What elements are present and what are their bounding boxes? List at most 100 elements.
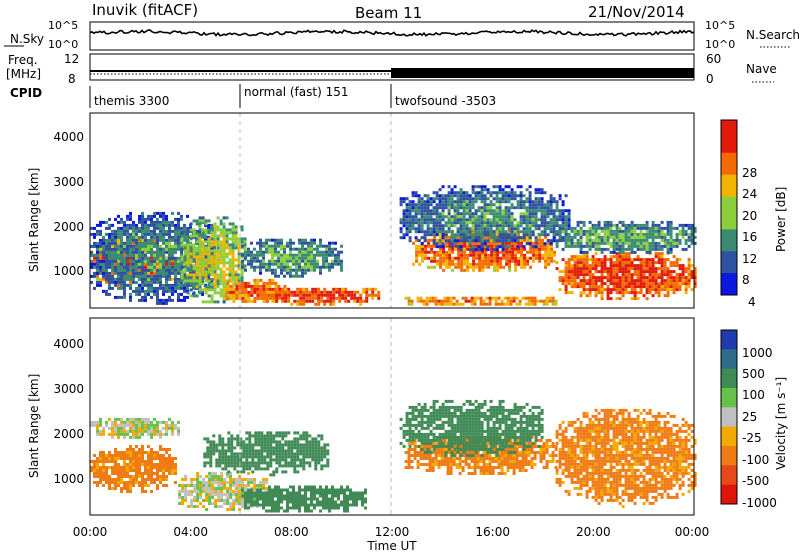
- power-cell-f9: [630, 282, 634, 286]
- power-cell-f5: [353, 299, 357, 303]
- power-cell-f9: [672, 285, 676, 289]
- velocity-cell-f0: [129, 475, 132, 478]
- power-cell-f10: [615, 232, 619, 236]
- power-cell-f7: [519, 191, 523, 195]
- power-cell-f2: [210, 300, 214, 304]
- power-cell-f10: [651, 229, 655, 233]
- power-cell-f10: [675, 238, 679, 242]
- power-cell-f6: [523, 265, 527, 269]
- power-cell-f1: [150, 217, 153, 221]
- power-cell-f9: [573, 264, 577, 268]
- power-cell-f6: [472, 241, 476, 245]
- power-cell-f9: [630, 273, 634, 277]
- power-cell-f1: [153, 244, 156, 248]
- power-cell-f2: [192, 252, 196, 256]
- power-cell-f3: [256, 296, 260, 300]
- power-cell-f2: [213, 258, 217, 262]
- power-cell-f5: [341, 290, 345, 294]
- power-cell-f1: [183, 295, 186, 299]
- power-cell-f1: [147, 241, 150, 245]
- velocity-cell-f2: [193, 496, 197, 499]
- power-cell-f1: [177, 262, 180, 266]
- power-cell-f3: [253, 287, 257, 291]
- power-cell-f9: [600, 270, 604, 274]
- velocity-cell-f1: [135, 432, 138, 436]
- power-cell-f3: [232, 293, 236, 297]
- power-cell-f4: [295, 253, 298, 257]
- power-cell-f2: [201, 228, 205, 232]
- power-cell-f2: [198, 243, 202, 247]
- power-cell-f8: [440, 299, 444, 303]
- power-cell-f10: [597, 232, 601, 236]
- power-cell-f7: [549, 230, 553, 234]
- power-cell-f1: [156, 232, 159, 236]
- power-cell-f1: [180, 247, 183, 251]
- power-cell-f1: [117, 250, 120, 254]
- power-cell-f7: [402, 218, 406, 222]
- power-cell-f10: [681, 232, 685, 236]
- power-cell-f1: [180, 298, 183, 302]
- power-cell-f8: [545, 296, 549, 300]
- power-cell-f9: [666, 270, 670, 274]
- power-cell-f9: [645, 285, 649, 289]
- power-cell-f10: [591, 229, 595, 233]
- velocity-cell-f0: [159, 478, 162, 481]
- power-cell-f10: [645, 244, 649, 248]
- velocity-heatmap-cells: [90, 399, 697, 513]
- power-cell-f8: [473, 302, 477, 306]
- power-cell-f9: [585, 264, 589, 268]
- power-cell-f7: [417, 194, 421, 198]
- power-cell-f1: [180, 265, 183, 269]
- power-cell-f7: [501, 236, 505, 240]
- power-cell-f1: [147, 232, 150, 236]
- power-cell-f4: [313, 253, 316, 257]
- power-cell-f5: [350, 293, 354, 297]
- power-cell-f9: [636, 273, 640, 277]
- power-cell-f1: [129, 223, 132, 227]
- power-cell-f2: [189, 249, 193, 253]
- power-cell-f1: [141, 232, 144, 236]
- power-cell-f6: [433, 250, 437, 254]
- power-cell-f7: [540, 203, 544, 207]
- power-cell-f1: [132, 235, 135, 239]
- power-cell-f7: [474, 248, 478, 252]
- power-cell-f1: [177, 277, 180, 281]
- power-cell-f9: [666, 285, 670, 289]
- power-cell-f9: [564, 276, 568, 280]
- power-cell-f7: [516, 206, 520, 210]
- power-cell-f9: [558, 279, 562, 283]
- power-cell-f9: [600, 261, 604, 265]
- power-cell-f1: [141, 259, 144, 263]
- power-cell-f0: [117, 241, 120, 245]
- power-cell-f7: [408, 239, 412, 243]
- power-cell-f6: [481, 268, 485, 272]
- power-cell-f0: [171, 259, 174, 263]
- power-cell-f4: [253, 256, 256, 260]
- power-cell-f2: [195, 234, 199, 238]
- power-cell-f3: [229, 296, 233, 300]
- power-cell-f4: [247, 253, 250, 257]
- power-cell-f10: [636, 241, 640, 245]
- power-cell-f7: [408, 203, 412, 207]
- power-cell-f9: [603, 282, 607, 286]
- velocity-cell-f0: [141, 484, 144, 487]
- power-cell-f8: [494, 302, 498, 306]
- power-cell-f1: [96, 259, 99, 263]
- velocity-cell-f0: [120, 472, 123, 475]
- velocity-cell-f0: [108, 451, 111, 454]
- power-cell-f7: [435, 212, 439, 216]
- velocity-cell-f0: [153, 472, 156, 475]
- power-cell-f1: [153, 259, 156, 263]
- power-cell-f5: [284, 293, 288, 297]
- power-cell-f7: [537, 200, 541, 204]
- power-cell-f1: [126, 250, 129, 254]
- power-cell-f10: [573, 229, 577, 233]
- power-cell-f10: [684, 232, 688, 236]
- power-cell-f7: [459, 206, 463, 210]
- power-cell-f7: [462, 215, 466, 219]
- power-cell-f10: [648, 247, 652, 251]
- power-cell-f5: [299, 287, 303, 291]
- velocity-cell-f0: [90, 469, 93, 472]
- power-cell-f4: [271, 247, 274, 251]
- power-cell-f6: [463, 241, 467, 245]
